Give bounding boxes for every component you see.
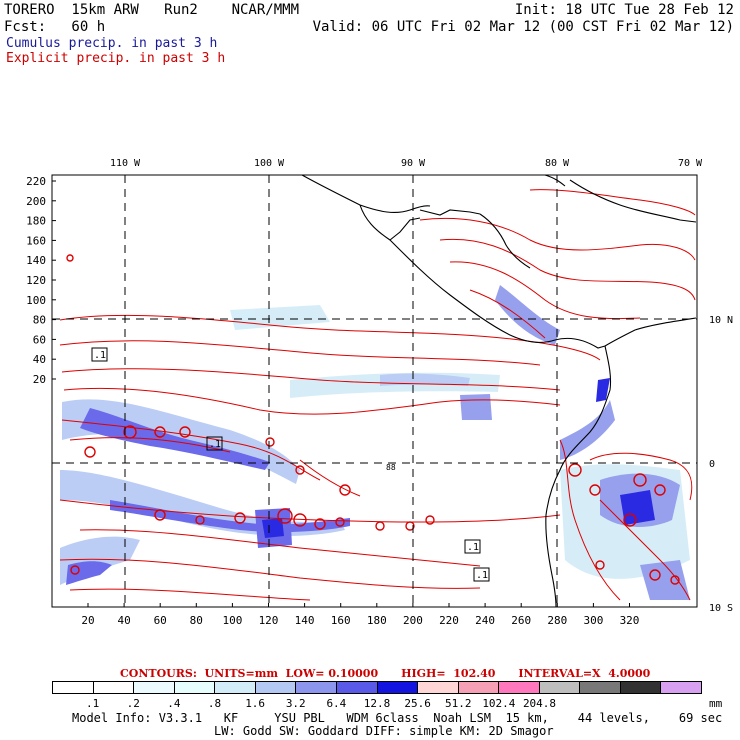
colorbar-label: 102.4	[482, 697, 516, 710]
model-info-line-2: LW: Godd SW: Goddard DIFF: simple KM: 2D…	[214, 724, 554, 738]
latitude-labels: 10 N 0 10 S	[709, 315, 733, 614]
x-axis: 20 40 60 80 100 120 140 160 180 200 220 240 260 280 30…	[81, 603, 639, 627]
y-tick-label: 120	[26, 274, 46, 287]
colorbar-label: 204.8	[522, 697, 557, 710]
colorbar-cell	[458, 682, 500, 693]
colorbar-unit: mm	[709, 697, 723, 710]
x-tick-label: 40	[117, 614, 130, 627]
x-tick-label: 240	[475, 614, 495, 627]
colorbar-label: 6.4	[326, 697, 347, 710]
colorbar-label: 3.2	[285, 697, 306, 710]
contour-rings	[66, 254, 680, 585]
colorbar-cell	[620, 682, 662, 693]
colorbar-label: .1	[86, 697, 100, 710]
colorbar-label: 12.8	[363, 697, 391, 710]
x-tick-label: 140	[295, 614, 315, 627]
colorbar-label: .4	[167, 697, 181, 710]
cumulus-precip-shading	[60, 285, 690, 600]
valid-time: Valid: 06 UTC Fri 02 Mar 12 (00 CST Fri …	[312, 19, 734, 35]
colorbar-cell	[580, 682, 621, 693]
colorbar-cell	[336, 682, 378, 693]
longitude-labels: 110 W 100 W 90 W 80 W 70 W	[110, 158, 703, 169]
y-tick-label: 180	[26, 215, 46, 228]
lon-label: 70 W	[678, 158, 703, 169]
colorbar-cell	[174, 682, 216, 693]
y-tick-label: 220	[26, 175, 46, 188]
colorbar-label: 25.6	[404, 697, 431, 710]
x-tick-label: 320	[620, 614, 640, 627]
lon-label: 100 W	[254, 158, 285, 169]
colorbar-cell	[134, 682, 175, 693]
colorbar-cell	[661, 682, 701, 693]
lon-label: 90 W	[401, 158, 426, 169]
colorbar-cell	[93, 682, 135, 693]
colorbar-label: 51.2	[445, 697, 472, 710]
lon-label: 80 W	[545, 158, 570, 169]
y-axis: 220 200 180 160 140 120 100 80 60 40 20	[26, 175, 56, 386]
x-tick-label: 100	[222, 614, 242, 627]
colorbar-label: 1.6	[245, 697, 266, 710]
forecast-hour: Fcst: 60 h	[4, 19, 106, 35]
model-info-line-1: Model Info: V3.3.1 KF YSU PBL WDM 6class…	[72, 711, 723, 725]
x-tick-label: 20	[81, 614, 94, 627]
y-tick-label: 80	[33, 314, 46, 327]
low-marker: .1	[209, 439, 221, 450]
lat-label: 10 S	[709, 603, 733, 614]
y-tick-label: 200	[26, 195, 46, 208]
y-tick-label: 40	[33, 353, 46, 366]
colorbar-cell	[255, 682, 297, 693]
legend-explicit: Explicit precip. in past 3 h	[6, 51, 226, 66]
title-line: TORERO 15km ARW Run2 NCAR/MMM	[4, 2, 300, 18]
x-tick-label: 160	[331, 614, 351, 627]
y-tick-label: 60	[33, 333, 46, 346]
lon-label: 110 W	[110, 158, 141, 169]
colorbar-cell	[296, 682, 337, 693]
graticule	[52, 175, 697, 607]
coastline	[301, 174, 697, 608]
x-tick-label: 200	[403, 614, 423, 627]
x-tick-label: 220	[439, 614, 459, 627]
lat-label: 10 N	[709, 315, 733, 326]
x-tick-label: 120	[259, 614, 279, 627]
colorbar	[52, 681, 702, 694]
y-tick-label: 140	[26, 254, 46, 267]
colorbar-label: .8	[207, 697, 222, 710]
low-marker: .1	[467, 542, 479, 553]
init-time: Init: 18 UTC Tue 28 Feb 12	[514, 2, 734, 18]
y-tick-label: 160	[26, 234, 46, 247]
colorbar-label: .2	[126, 697, 140, 710]
colorbar-cell	[418, 682, 459, 693]
x-tick-label: 260	[511, 614, 531, 627]
colorbar-cell	[215, 682, 256, 693]
low-marker: .1	[94, 350, 106, 361]
x-tick-label: 180	[367, 614, 387, 627]
low-marker: .1	[476, 570, 488, 581]
y-tick-label: 100	[26, 294, 46, 307]
colorbar-cell	[499, 682, 540, 693]
contour-info: CONTOURS: UNITS=mm LOW= 0.10000 HIGH= 10…	[120, 667, 651, 680]
lat-label: 0	[709, 459, 715, 470]
legend-cumulus: Cumulus precip. in past 3 h	[6, 36, 218, 51]
colorbar-cell	[377, 682, 419, 693]
low-markers: .1 .1 .1 .1 88	[91, 347, 490, 582]
colorbar-cell	[539, 682, 581, 693]
x-tick-label: 80	[190, 614, 203, 627]
x-tick-label: 60	[154, 614, 167, 627]
high-marker: 88	[386, 463, 396, 472]
x-tick-label: 300	[583, 614, 603, 627]
y-tick-label: 20	[33, 373, 46, 386]
colorbar-cell	[53, 682, 94, 693]
x-tick-label: 280	[547, 614, 567, 627]
